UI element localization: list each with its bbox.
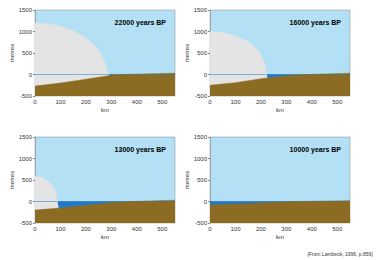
svg-text:200: 200 bbox=[256, 99, 267, 105]
svg-text:500: 500 bbox=[157, 226, 168, 232]
svg-text:500: 500 bbox=[157, 99, 168, 105]
svg-text:0: 0 bbox=[33, 99, 37, 105]
svg-text:22000 years BP: 22000 years BP bbox=[115, 19, 167, 27]
svg-text:400: 400 bbox=[132, 99, 143, 105]
svg-text:1500: 1500 bbox=[19, 7, 33, 13]
svg-text:400: 400 bbox=[307, 226, 318, 232]
svg-text:km: km bbox=[101, 107, 109, 113]
svg-text:500: 500 bbox=[197, 177, 208, 183]
svg-text:200: 200 bbox=[256, 226, 267, 232]
svg-text:1000: 1000 bbox=[19, 156, 33, 162]
svg-text:0: 0 bbox=[208, 226, 212, 232]
svg-text:100: 100 bbox=[230, 226, 241, 232]
svg-text:300: 300 bbox=[106, 99, 117, 105]
svg-text:500: 500 bbox=[332, 99, 343, 105]
svg-text:0: 0 bbox=[29, 72, 33, 78]
svg-text:300: 300 bbox=[106, 226, 117, 232]
svg-text:13000 years BP: 13000 years BP bbox=[115, 146, 167, 154]
svg-text:10000 years BP: 10000 years BP bbox=[290, 146, 342, 154]
svg-text:1000: 1000 bbox=[19, 29, 33, 35]
svg-text:0: 0 bbox=[204, 199, 208, 205]
svg-text:metres: metres bbox=[9, 44, 15, 62]
svg-text:200: 200 bbox=[81, 99, 92, 105]
svg-text:400: 400 bbox=[307, 99, 318, 105]
svg-text:300: 300 bbox=[281, 226, 292, 232]
svg-text:0: 0 bbox=[33, 226, 37, 232]
svg-text:500: 500 bbox=[332, 226, 343, 232]
svg-text:500: 500 bbox=[22, 177, 33, 183]
svg-text:km: km bbox=[276, 107, 284, 113]
svg-text:0: 0 bbox=[29, 199, 33, 205]
svg-text:-500: -500 bbox=[20, 93, 33, 99]
svg-text:-500: -500 bbox=[195, 220, 208, 226]
svg-text:100: 100 bbox=[55, 99, 66, 105]
svg-text:1000: 1000 bbox=[194, 29, 208, 35]
svg-text:-500: -500 bbox=[195, 93, 208, 99]
svg-text:400: 400 bbox=[132, 226, 143, 232]
svg-text:300: 300 bbox=[281, 99, 292, 105]
svg-text:-500: -500 bbox=[20, 220, 33, 226]
svg-text:1500: 1500 bbox=[194, 7, 208, 13]
svg-text:100: 100 bbox=[55, 226, 66, 232]
svg-text:metres: metres bbox=[184, 171, 190, 189]
svg-text:1500: 1500 bbox=[19, 134, 33, 140]
svg-text:metres: metres bbox=[184, 44, 190, 62]
svg-text:100: 100 bbox=[230, 99, 241, 105]
svg-text:0: 0 bbox=[204, 72, 208, 78]
svg-text:16000 years BP: 16000 years BP bbox=[290, 19, 342, 27]
svg-text:metres: metres bbox=[9, 171, 15, 189]
svg-text:1500: 1500 bbox=[194, 134, 208, 140]
svg-text:km: km bbox=[101, 234, 109, 240]
svg-text:(From Lambeck, 1996, p.859): (From Lambeck, 1996, p.859) bbox=[307, 251, 373, 257]
svg-text:1000: 1000 bbox=[194, 156, 208, 162]
svg-text:200: 200 bbox=[81, 226, 92, 232]
svg-text:km: km bbox=[276, 234, 284, 240]
svg-text:500: 500 bbox=[22, 50, 33, 56]
svg-text:500: 500 bbox=[197, 50, 208, 56]
svg-text:0: 0 bbox=[208, 99, 212, 105]
